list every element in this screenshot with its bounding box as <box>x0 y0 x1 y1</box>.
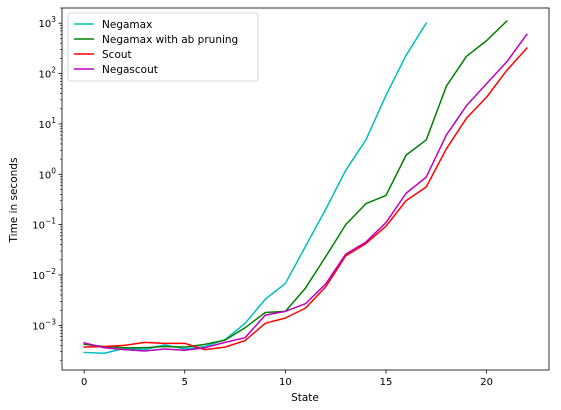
y-tick-label: 10−2 <box>32 267 56 282</box>
y-tick-base: 10 <box>32 321 45 332</box>
legend: Negamax Negamax with ab pruning Scout Negas… <box>67 12 259 82</box>
x-tick-label: 5 <box>182 377 188 388</box>
y-tick-base: 10 <box>32 221 45 232</box>
y-tick-label: 102 <box>38 66 56 81</box>
series-line-0 <box>83 22 428 354</box>
y-tick-exponent: −1 <box>45 217 56 226</box>
y-tick-exponent: 2 <box>51 66 56 75</box>
y-tick-exponent: −2 <box>45 267 56 276</box>
y-axis-label: Time in seconds <box>8 158 20 244</box>
legend-label-0: Negamax <box>102 19 152 31</box>
x-axis-label: State <box>291 392 319 404</box>
y-tick-exponent: 0 <box>51 166 56 175</box>
series-layer <box>83 20 528 354</box>
series-line-3 <box>83 33 528 352</box>
y-tick-exponent: −3 <box>45 317 56 326</box>
y-tick-exponent: 1 <box>51 116 56 125</box>
legend-label-2: Scout <box>102 49 132 61</box>
y-tick-base: 10 <box>38 19 51 30</box>
y-tick-base: 10 <box>32 271 45 282</box>
x-tick-label: 10 <box>279 377 292 388</box>
legend-box <box>67 12 259 82</box>
y-tick-base: 10 <box>38 120 51 131</box>
y-tick-base: 10 <box>38 70 51 81</box>
plot-frame <box>61 7 550 371</box>
x-tick-label: 0 <box>81 377 87 388</box>
legend-label-3: Negascout <box>102 64 158 76</box>
y-tick-label: 103 <box>38 15 56 30</box>
series-line-1 <box>83 20 508 349</box>
legend-label-1: Negamax with ab pruning <box>102 34 238 46</box>
series-line-2 <box>83 47 528 351</box>
y-tick-label: 101 <box>38 116 56 131</box>
y-tick-label: 10−3 <box>32 317 56 332</box>
y-tick-label: 10−1 <box>32 217 56 232</box>
x-tick-label: 15 <box>380 377 393 388</box>
y-tick-exponent: 3 <box>51 15 56 24</box>
y-tick-base: 10 <box>38 170 51 181</box>
x-tick-label: 20 <box>480 377 493 388</box>
y-tick-label: 100 <box>38 166 56 181</box>
